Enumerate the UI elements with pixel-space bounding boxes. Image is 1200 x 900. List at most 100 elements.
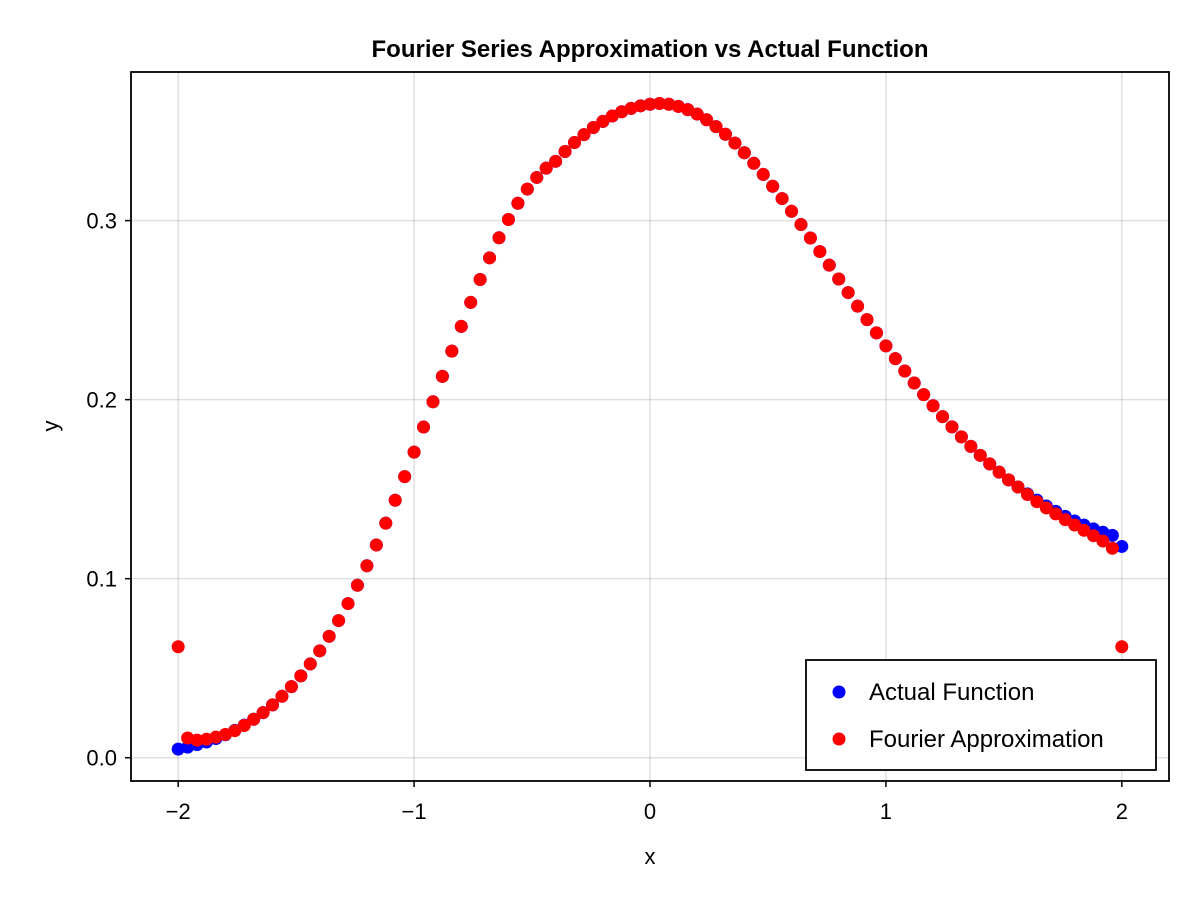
fourier-approximation-point	[492, 231, 506, 245]
y-axis-ticks: 0.0 0.1 0.2 0.3	[86, 209, 131, 771]
fourier-approximation-point	[983, 457, 997, 471]
fourier-approximation-point	[1002, 473, 1016, 487]
fourier-approximation-point	[398, 470, 412, 484]
fourier-approximation-point	[992, 465, 1006, 479]
fourier-approximation-point	[851, 299, 865, 313]
y-tick-label: 0.3	[86, 209, 117, 234]
chart-title: Fourier Series Approximation vs Actual F…	[372, 36, 929, 63]
fourier-approximation-point	[917, 388, 931, 402]
fourier-approximation-point	[1049, 507, 1063, 521]
x-axis-ticks: −2 −1 0 1 2	[166, 781, 1128, 824]
fourier-approximation-point	[869, 326, 883, 340]
y-axis-label: y	[38, 421, 63, 432]
fourier-approximation-point	[171, 640, 185, 654]
y-tick-label: 0.2	[86, 388, 117, 413]
fourier-approximation-point	[237, 719, 251, 732]
fourier-approximation-point	[1105, 541, 1119, 555]
fourier-approximation-point	[511, 196, 525, 210]
fourier-approximation-point	[294, 669, 308, 683]
fourier-approximation-point	[841, 286, 855, 300]
x-tick-label: −2	[166, 799, 191, 824]
fourier-approximation-point	[303, 657, 317, 671]
fourier-approximation-point	[350, 578, 364, 592]
fourier-approximation-point	[803, 231, 817, 245]
fourier-approximation-point	[926, 399, 940, 413]
legend: Actual Function Fourier Approximation	[805, 659, 1157, 771]
legend-box	[805, 659, 1157, 771]
x-tick-label: 2	[1116, 799, 1128, 824]
legend-marker-fourier	[832, 732, 846, 746]
fourier-approximation-point	[596, 114, 610, 128]
fourier-approximation-point	[775, 192, 789, 206]
fourier-approximation-point	[1030, 495, 1044, 509]
fourier-approximation-point	[568, 136, 582, 150]
fourier-approximation-point	[454, 319, 468, 333]
fourier-approximation-point	[1096, 534, 1110, 548]
x-tick-label: −1	[402, 799, 427, 824]
fourier-approximation-point	[549, 154, 563, 168]
fourier-approximation-point	[483, 251, 497, 265]
fourier-approximation-point	[728, 136, 742, 150]
fourier-approximation-point	[1068, 518, 1082, 532]
fourier-approximation-point	[1011, 480, 1025, 494]
fourier-approximation-point	[464, 295, 478, 309]
fourier-approximation-point	[577, 128, 591, 142]
fourier-approximation-point	[313, 644, 327, 658]
fourier-approximation-point	[1087, 529, 1101, 543]
fourier-approximation-point	[1077, 523, 1091, 537]
fourier-approximation-point	[369, 538, 383, 552]
x-tick-label: 1	[880, 799, 892, 824]
y-tick-label: 0.1	[86, 567, 117, 592]
fourier-approximation-point	[473, 273, 487, 287]
fourier-approximation-point	[756, 167, 770, 181]
fourier-approximation-point	[954, 430, 968, 444]
fourier-approximation-point	[700, 113, 714, 127]
fourier-approximation-point	[907, 376, 921, 390]
fourier-approximation-point	[379, 516, 393, 530]
fourier-approximation-point	[388, 493, 402, 507]
x-axis-label: x	[645, 844, 656, 869]
fourier-approximation-point	[435, 369, 449, 383]
fourier-approximation-point	[822, 258, 836, 272]
fourier-approximation-point	[445, 344, 459, 358]
fourier-approximation-point	[1058, 513, 1072, 527]
fourier-approximation-point	[247, 712, 261, 726]
fourier-approximation-point	[973, 448, 987, 462]
fourier-approximation-point	[747, 156, 761, 170]
fourier-approximation-point	[426, 395, 440, 409]
fourier-approximation-point	[709, 120, 723, 134]
fourier-approximation-point	[360, 559, 374, 573]
fourier-approximation-point	[888, 352, 902, 366]
fourier-approximation-point	[266, 698, 280, 712]
x-tick-label: 0	[644, 799, 656, 824]
fourier-approximation-point	[794, 218, 808, 232]
fourier-approximation-point	[643, 97, 657, 111]
fourier-approximation-point	[936, 410, 950, 424]
actual-function-point	[1105, 528, 1119, 542]
fourier-approximation-point	[341, 597, 355, 611]
fourier-approximation-point	[530, 170, 544, 184]
fourier-approximation-point	[1039, 501, 1053, 515]
fourier-approximation-point	[284, 680, 298, 694]
legend-label-actual: Actual Function	[869, 679, 1034, 706]
fourier-approximation-point	[964, 439, 978, 453]
fourier-approximation-point	[417, 420, 431, 434]
fourier-approximation-point	[190, 733, 204, 747]
fourier-approximation-point	[520, 182, 534, 196]
fourier-approximation-point	[539, 161, 553, 175]
fourier-approximation-point	[785, 204, 799, 218]
fourier-approximation-point	[860, 313, 874, 327]
fourier-approximation-point	[766, 179, 780, 193]
fourier-approximation-point	[718, 127, 732, 141]
fourier-approximation-point	[407, 445, 421, 459]
fourier-approximation-point	[652, 97, 666, 111]
fourier-approximation-point	[1020, 488, 1034, 502]
fourier-approximation-point	[501, 213, 515, 227]
fourier-approximation-point	[256, 706, 270, 720]
y-tick-label: 0.0	[86, 746, 117, 771]
fourier-approximation-point	[813, 245, 827, 259]
fourier-approximation-point	[322, 629, 336, 643]
fourier-approximation-point	[737, 146, 751, 160]
fourier-approximation-series	[171, 97, 1129, 747]
